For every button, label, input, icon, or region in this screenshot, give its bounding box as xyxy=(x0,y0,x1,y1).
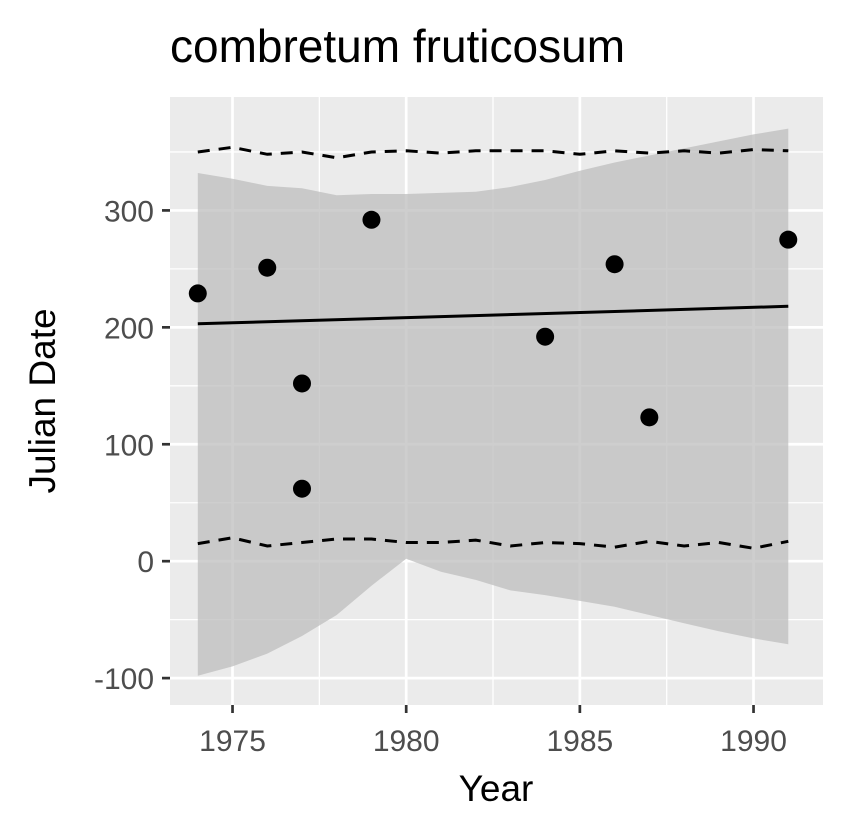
data-point xyxy=(188,284,207,303)
data-point xyxy=(292,479,311,498)
lower-dashed-line xyxy=(197,536,789,550)
chart-title: combretum fruticosum xyxy=(170,20,625,72)
y-tick-label: 300 xyxy=(104,195,154,228)
y-tick-label: 0 xyxy=(137,546,154,579)
x-axis: 1975 1980 1985 1990 xyxy=(199,705,787,758)
data-point xyxy=(640,408,659,427)
data-point xyxy=(292,374,311,393)
data-point xyxy=(779,230,798,249)
y-tick-label: 100 xyxy=(104,429,154,462)
fit-line xyxy=(197,304,789,326)
upper-dashed-line xyxy=(197,145,789,160)
data-point xyxy=(258,258,277,277)
x-tick-label: 1985 xyxy=(546,725,613,758)
y-tick-label: -100 xyxy=(94,663,154,696)
y-axis: -100 0 100 200 300 xyxy=(94,195,170,696)
data-point xyxy=(536,327,555,346)
data-point xyxy=(605,255,624,274)
lines-layer xyxy=(197,145,789,550)
plot-panel xyxy=(170,97,823,705)
x-tick-label: 1980 xyxy=(373,725,440,758)
x-axis-title: Year xyxy=(459,768,534,809)
data-point xyxy=(362,210,381,229)
x-tick-label: 1990 xyxy=(720,725,787,758)
x-tick-label: 1975 xyxy=(199,725,266,758)
points-layer xyxy=(188,210,798,498)
y-tick-label: 200 xyxy=(104,312,154,345)
y-axis-title: Julian Date xyxy=(22,308,63,493)
